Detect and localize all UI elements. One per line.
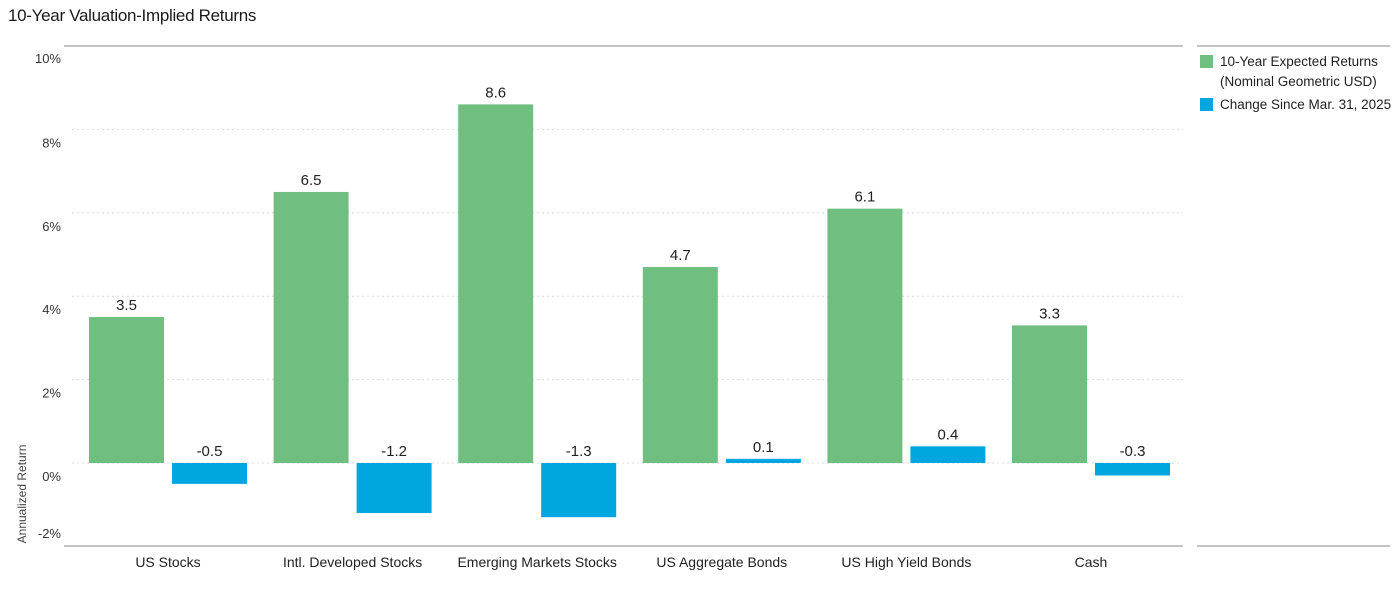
category-label: Emerging Markets Stocks [457, 554, 617, 570]
bar-expected-return-4 [827, 208, 903, 463]
category-label: Cash [1075, 554, 1108, 570]
bar-expected-return-3 [642, 267, 718, 463]
axes: 10% 8% 6% 4% 2% 0% -2% Annualized Return [15, 45, 1390, 547]
data-label: 3.5 [116, 297, 137, 314]
data-label: 6.1 [854, 189, 875, 206]
legend-label: Change Since Mar. 31, 2025 [1220, 97, 1391, 112]
data-label: -1.2 [381, 443, 407, 460]
category-label: US Aggregate Bonds [656, 554, 787, 570]
legend-swatch [1200, 98, 1213, 111]
bar-change-2 [541, 463, 617, 518]
bar-change-0 [172, 463, 247, 484]
data-label: 4.7 [670, 247, 691, 264]
data-label: 3.3 [1039, 305, 1060, 322]
category-labels: US Stocks Intl. Developed Stocks Emerging … [135, 554, 1107, 570]
data-label: -0.5 [197, 443, 223, 460]
bar-change-4 [910, 446, 986, 463]
legend-label: (Nominal Geometric USD) [1220, 74, 1377, 89]
category-label: Intl. Developed Stocks [283, 554, 422, 570]
data-label: 0.1 [753, 439, 774, 456]
bar-expected-return-1 [273, 191, 349, 463]
y-tick-label: 10% [35, 51, 61, 66]
y-axis-label: Annualized Return [15, 445, 29, 544]
y-tick-label: -2% [38, 526, 62, 541]
data-label: 6.5 [301, 172, 322, 189]
legend-label: 10-Year Expected Returns [1220, 54, 1378, 69]
chart-title: 10-Year Valuation-Implied Returns [8, 6, 257, 25]
y-tick-label: 0% [42, 469, 61, 484]
data-label: -1.3 [566, 443, 592, 460]
bar-expected-return-2 [458, 104, 534, 463]
category-label: US Stocks [135, 554, 200, 570]
y-tick-label: 8% [42, 135, 61, 150]
bar-change-1 [356, 463, 432, 514]
grid-lines [72, 128, 1183, 464]
legend-swatch [1200, 55, 1213, 68]
bar-expected-return-0 [89, 317, 164, 463]
data-label: 0.4 [937, 426, 958, 443]
y-tick-label: 4% [42, 302, 61, 317]
legend: 10-Year Expected Returns (Nominal Geometr… [1200, 54, 1391, 112]
y-tick-label: 6% [42, 219, 61, 234]
data-label: 8.6 [485, 84, 506, 101]
bar-change-5 [1095, 463, 1170, 476]
data-label: -0.3 [1120, 443, 1146, 460]
bar-expected-return-5 [1012, 325, 1087, 463]
category-label: US High Yield Bonds [841, 554, 971, 570]
y-tick-label: 2% [42, 386, 61, 401]
bar-change-3 [725, 458, 801, 463]
bars [89, 104, 1170, 518]
data-labels: 3.5 -0.5 6.5 -1.2 8.6 -1.3 4.7 0.1 6.1 0.4 3.3 -0.3 [116, 84, 1145, 460]
